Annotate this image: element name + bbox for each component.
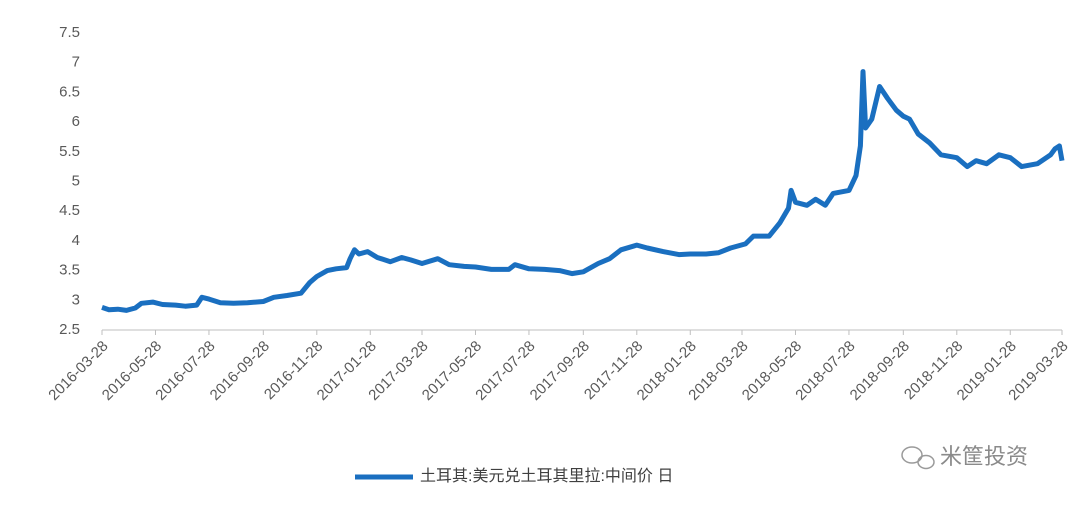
y-tick-label: 3 bbox=[72, 291, 80, 308]
y-tick-label: 4.5 bbox=[59, 202, 80, 219]
y-tick-label: 5.5 bbox=[59, 143, 80, 160]
y-tick-label: 5 bbox=[72, 172, 80, 189]
y-tick-label: 7.5 bbox=[59, 24, 80, 41]
y-tick-label: 3.5 bbox=[59, 262, 80, 279]
y-tick-label: 4 bbox=[72, 232, 80, 249]
y-tick-label: 2.5 bbox=[59, 321, 80, 338]
legend-label: 土耳其:美元兑土耳其里拉:中间价 日 bbox=[420, 467, 673, 485]
watermark-icon bbox=[901, 446, 935, 470]
y-tick-label: 6.5 bbox=[59, 83, 80, 100]
y-tick-label: 7 bbox=[72, 54, 80, 71]
line-series bbox=[101, 69, 1065, 313]
watermark: 米筐投资 bbox=[940, 444, 1028, 469]
y-tick-label: 6 bbox=[72, 113, 80, 130]
